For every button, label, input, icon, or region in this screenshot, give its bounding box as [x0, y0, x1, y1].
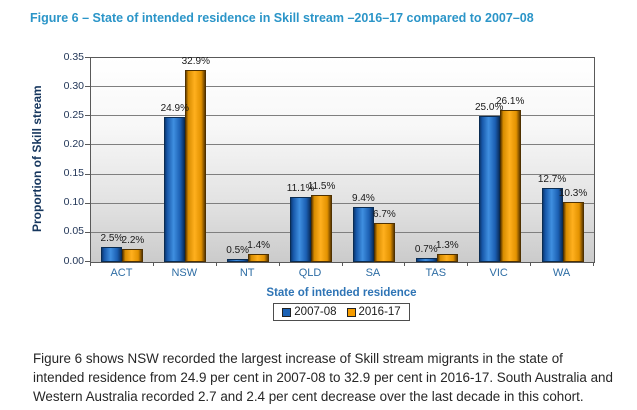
x-tick-mark	[404, 262, 406, 266]
data-label-2007-08-NT: 0.5%	[226, 245, 250, 257]
bar-2016-17-WA	[562, 201, 584, 262]
y-tick-label: 0.00	[63, 254, 84, 267]
plot-area: 2.5% 24.9% 0.5% 11.1% 9.4% 0.7% 25.0% 12.7% 2.2%…	[90, 56, 595, 263]
x-tick-mark	[530, 262, 532, 266]
x-tick-mark	[215, 262, 217, 266]
x-axis-title: State of intended residence	[266, 287, 417, 299]
y-axis-title: Proportion of Skill stream	[30, 85, 44, 233]
x-tick-mark	[90, 262, 91, 266]
x-tick-mark	[341, 262, 343, 266]
figure-caption: Figure 6 shows NSW recorded the largest …	[33, 351, 613, 405]
data-label-2007-08-ACT: 2.5%	[100, 233, 124, 245]
bar-2016-17-TAS	[436, 254, 458, 262]
x-category-label: SA	[365, 267, 381, 279]
y-tick-label: 0.35	[63, 50, 84, 63]
data-label-2007-08-VIC: 25.0%	[475, 102, 504, 114]
bar-2007-08-WA	[541, 187, 563, 262]
y-tick-label: 0.20	[63, 137, 84, 150]
y-tick-mark	[85, 261, 90, 262]
legend-item-2016-17: 2016-17	[346, 306, 401, 318]
bar-2007-08-QLD	[290, 197, 312, 262]
gridline	[91, 173, 594, 175]
bar-2007-08-NSW	[164, 116, 186, 262]
y-tick-label: 0.10	[63, 196, 84, 209]
gridline	[91, 115, 594, 117]
bar-2016-17-QLD	[311, 194, 333, 262]
x-tick-mark	[278, 262, 280, 266]
bar-2007-08-ACT	[101, 247, 123, 262]
data-label-2016-17-TAS: 1.3%	[435, 240, 459, 252]
bar-2016-17-SA	[373, 222, 395, 262]
gridline	[91, 86, 594, 88]
bar-2007-08-NT	[227, 259, 249, 262]
y-tick-mark	[85, 57, 90, 58]
data-label-2007-08-TAS: 0.7%	[414, 243, 438, 255]
data-label-2007-08-QLD: 11.1%	[286, 183, 315, 195]
bar-2016-17-VIC	[499, 109, 521, 262]
data-label-2016-17-SA: 6.7%	[373, 208, 396, 220]
y-tick-mark	[85, 173, 90, 175]
bar-2007-08-SA	[352, 207, 374, 262]
x-category-label: VIC	[489, 267, 508, 279]
x-category-label: WA	[552, 267, 571, 279]
y-tick-label: 0.15	[63, 167, 84, 180]
gridline	[91, 231, 594, 233]
x-category-label: NSW	[171, 267, 198, 279]
data-label-2016-17-NT: 1.4%	[247, 239, 271, 251]
legend-label-2016-17: 2016-17	[358, 306, 401, 318]
legend-row: 2007-08 2016-17	[90, 303, 593, 321]
gridline	[91, 144, 594, 146]
legend-swatch-2016-17	[346, 307, 356, 317]
x-category-label: QLD	[298, 267, 322, 279]
figure-title: Figure 6 – State of intended residence i…	[30, 11, 534, 25]
legend-swatch-2007-08	[282, 307, 292, 317]
y-tick-mark	[85, 144, 90, 146]
data-label-2007-08-NSW: 24.9%	[160, 102, 189, 114]
bar-2007-08-VIC	[478, 116, 500, 262]
y-tick-label: 0.05	[63, 225, 84, 238]
y-tick-mark	[85, 115, 90, 117]
bar-2016-17-ACT	[122, 249, 144, 262]
x-category-label: TAS	[425, 267, 447, 279]
data-label-2016-17-ACT: 2.2%	[121, 235, 145, 247]
data-label-2016-17-QLD: 11.5%	[307, 180, 336, 192]
y-tick-label: 0.25	[63, 108, 84, 121]
y-tick-mark	[85, 202, 90, 204]
x-tick-mark	[467, 262, 469, 266]
x-category-label: NT	[239, 267, 255, 279]
y-tick-mark	[85, 231, 90, 233]
data-label-2016-17-NSW: 32.9%	[181, 56, 210, 68]
legend-item-2007-08: 2007-08	[282, 306, 337, 318]
data-label-2016-17-VIC: 26.1%	[496, 95, 525, 107]
bar-2007-08-TAS	[415, 257, 437, 262]
bar-2016-17-NSW	[185, 70, 207, 262]
bar-2016-17-NT	[248, 253, 270, 262]
data-label-2007-08-SA: 9.4%	[352, 193, 375, 205]
legend: 2007-08 2016-17	[273, 303, 410, 321]
x-tick-mark	[593, 262, 594, 266]
x-tick-mark	[152, 262, 154, 266]
legend-label-2007-08: 2007-08	[294, 306, 337, 318]
y-tick-mark	[85, 86, 90, 88]
data-label-2016-17-WA: 10.3%	[558, 187, 588, 199]
gridline	[91, 202, 594, 204]
y-tick-label: 0.30	[63, 79, 84, 92]
x-category-label: ACT	[110, 267, 133, 279]
data-label-2007-08-WA: 12.7%	[537, 173, 567, 185]
